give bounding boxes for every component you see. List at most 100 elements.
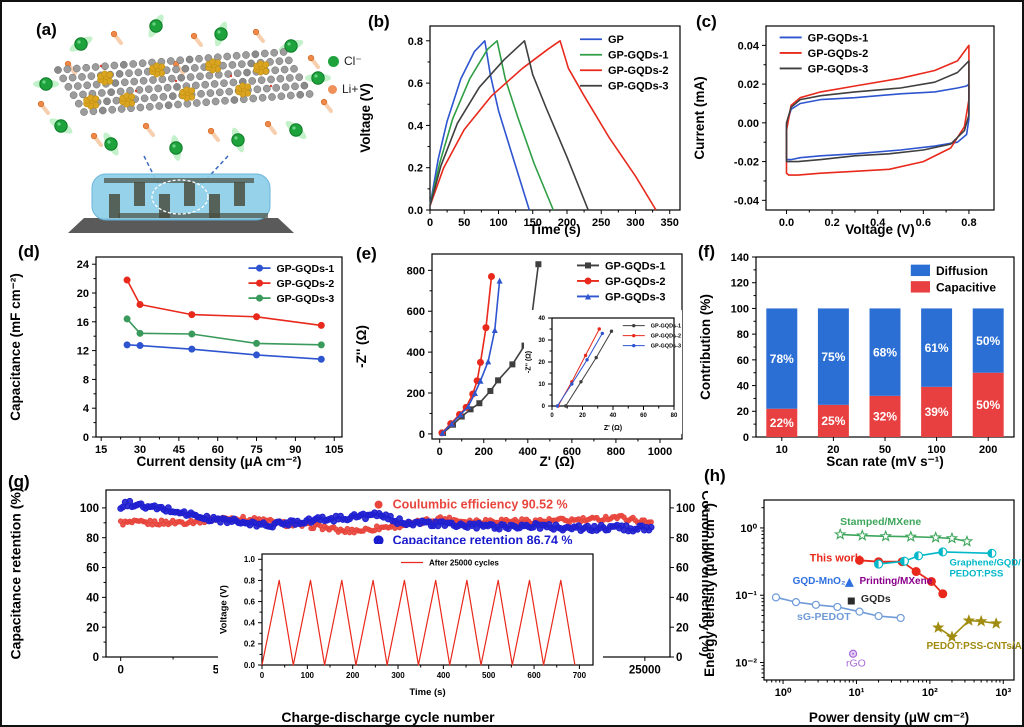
svg-text:500: 500 (482, 671, 496, 680)
svg-text:600: 600 (407, 306, 425, 318)
svg-text:Time (s): Time (s) (529, 222, 581, 237)
svg-text:20: 20 (86, 622, 99, 634)
svg-text:Stamped/MXene: Stamped/MXene (840, 516, 921, 528)
svg-text:-0.04: -0.04 (734, 195, 760, 207)
svg-text:10⁻²: 10⁻² (735, 657, 757, 669)
svg-text:24: 24 (77, 259, 90, 271)
svg-text:GP-GQDs-2: GP-GQDs-2 (808, 48, 869, 60)
nyquist-inset-chart-area: 0 20 40 60 80 0 10 20 30 40 Z' (Ω) -Z'' (Ω) GP-GQDs-… (524, 310, 682, 434)
svg-text:rGO: rGO (846, 657, 866, 669)
gcd-after-cycling-inset: 0 100 200 300 400 500 600 700 0.0 0.2 0.4 0.6 0.8 1.0… (218, 544, 603, 699)
svg-text:20: 20 (676, 622, 689, 634)
svg-text:80: 80 (86, 533, 99, 545)
svg-text:4: 4 (83, 403, 90, 415)
svg-text:200: 200 (407, 388, 425, 400)
svg-text:0.0: 0.0 (244, 661, 256, 670)
svg-text:25000: 25000 (629, 665, 661, 677)
svg-text:400: 400 (519, 446, 537, 458)
svg-text:10: 10 (538, 382, 545, 388)
svg-text:50: 50 (879, 444, 891, 456)
svg-text:GP-GQDs-1: GP-GQDs-1 (608, 50, 669, 62)
svg-text:0.6: 0.6 (408, 78, 423, 90)
capacitance-vs-current-density-chart: 15 30 45 60 75 90 105 0 4 8 12 16 20 24 Current densit… (8, 238, 352, 470)
ion-legend-row-chloride: Cl⁻ (328, 54, 362, 68)
svg-text:Graphene/GQD/PEDOT:PSS: Graphene/GQD/PEDOT:PSS (949, 558, 1021, 580)
chart-svg-h: 10⁰ 10¹ 10² 10³ 10⁻² 10⁻¹ 10⁰ Power density (μW… (702, 499, 1024, 725)
svg-text:105: 105 (325, 444, 343, 456)
svg-text:0: 0 (93, 652, 99, 664)
svg-text:61%: 61% (925, 341, 949, 355)
svg-text:GP-GQDs-1: GP-GQDs-1 (277, 263, 335, 275)
svg-text:25%: 25% (821, 414, 845, 428)
svg-text:GQD-MnO₂: GQD-MnO₂ (793, 576, 846, 587)
svg-text:0.0: 0.0 (779, 217, 794, 229)
svg-text:Capacitance retention (%): Capacitance retention (%) (8, 488, 24, 660)
svg-text:Voltage (V): Voltage (V) (219, 585, 230, 634)
panel-d: (d) 15 30 45 60 75 90 105 0 4 8 12 16 20 24 Current de… (8, 238, 352, 470)
lithium-ion-icon (328, 84, 337, 94)
panel-label-f: (f) (698, 242, 715, 261)
svg-text:10¹: 10¹ (849, 687, 865, 699)
svg-text:0: 0 (419, 429, 425, 441)
panel-h: (h) 10⁰ 10¹ 10² 10³ 10⁻² 10⁻¹ 10⁰ Power density… (702, 460, 1024, 725)
panel-label-d: (d) (18, 242, 40, 261)
svg-text:0.4: 0.4 (870, 217, 886, 229)
svg-text:Z' (Ω): Z' (Ω) (539, 454, 574, 469)
svg-text:This work: This work (810, 553, 862, 565)
chart-svg-g-inset: 0 100 200 300 400 500 600 700 0.0 0.2 0.4 0.6 0.8 1.0… (219, 553, 594, 698)
svg-text:10⁰: 10⁰ (775, 687, 792, 699)
svg-text:Capacitive: Capacitive (936, 280, 996, 294)
svg-text:200: 200 (558, 217, 576, 229)
svg-text:100: 100 (301, 671, 315, 680)
chart-svg-c: 0.0 0.2 0.4 0.6 0.8 -0.04 -0.02 0.00 0.02 0.04 Vol… (692, 25, 995, 237)
svg-text:60: 60 (737, 355, 749, 367)
svg-text:10: 10 (776, 444, 788, 456)
svg-text:Printing/MXene: Printing/MXene (860, 576, 933, 587)
chart-svg-b: 0 50 100 150 200 250 300 350 0.0 0.2 0.4 0.6 0.8 Time… (358, 25, 681, 237)
svg-text:0: 0 (427, 217, 433, 229)
svg-text:8: 8 (83, 374, 89, 386)
svg-text:0.8: 0.8 (244, 576, 256, 585)
ion-legend-row-lithium: Li+ (328, 82, 362, 96)
svg-text:0: 0 (542, 404, 546, 410)
svg-text:600: 600 (563, 446, 581, 458)
svg-text:400: 400 (437, 671, 451, 680)
svg-text:10²: 10² (922, 687, 938, 699)
panel-b: (b) 0 50 100 150 200 250 300 350 0.0 0.2 0.4 0.6 0.8… (358, 4, 692, 238)
ion-legend: Cl⁻ Li+ (328, 54, 362, 110)
svg-text:60: 60 (86, 563, 99, 575)
svg-text:GP-GQDs-1: GP-GQDs-1 (605, 260, 666, 272)
panel-a: (a) Cl⁻ Li+ (6, 6, 362, 238)
svg-text:100: 100 (80, 503, 99, 515)
svg-text:40: 40 (538, 316, 545, 322)
svg-text:140: 140 (731, 252, 749, 264)
svg-text:50%: 50% (976, 334, 1000, 348)
svg-text:sG-PEDOT: sG-PEDOT (797, 611, 851, 623)
svg-text:100: 100 (676, 503, 695, 515)
svg-text:40: 40 (610, 413, 617, 419)
svg-text:GP-GQDs-3: GP-GQDs-3 (651, 344, 681, 350)
svg-text:40: 40 (737, 381, 749, 393)
svg-text:Power density (μW cm⁻²): Power density (μW cm⁻²) (809, 710, 969, 725)
svg-text:20: 20 (538, 360, 545, 366)
svg-text:50%: 50% (976, 398, 1000, 412)
gcd-after-cycling-inset-area: 0 100 200 300 400 500 600 700 0.0 0.2 0.4 0.6 0.8 1.0… (218, 544, 603, 699)
lithium-ion-label: Li+ (342, 82, 359, 96)
svg-text:75%: 75% (821, 350, 845, 364)
svg-text:45: 45 (173, 444, 185, 456)
svg-text:Time (s): Time (s) (409, 687, 445, 698)
svg-text:0.04: 0.04 (738, 40, 760, 52)
svg-text:PEDOT:PSS-CNTs/Ag: PEDOT:PSS-CNTs/Ag (927, 641, 1024, 652)
svg-text:Voltage (V): Voltage (V) (845, 222, 915, 237)
svg-text:75: 75 (250, 444, 262, 456)
nyquist-plot-chart: 0 200 400 600 800 1000 0 200 400 600 800 Z' (Ω) -Z''… (354, 238, 696, 470)
svg-text:After 25000 cycles: After 25000 cycles (429, 558, 499, 567)
svg-text:0.8: 0.8 (408, 36, 423, 48)
svg-text:0: 0 (117, 665, 123, 677)
svg-text:800: 800 (407, 265, 425, 277)
svg-text:0: 0 (743, 432, 749, 444)
svg-text:22%: 22% (770, 416, 794, 430)
svg-text:40: 40 (676, 592, 689, 604)
svg-text:0: 0 (676, 652, 682, 664)
